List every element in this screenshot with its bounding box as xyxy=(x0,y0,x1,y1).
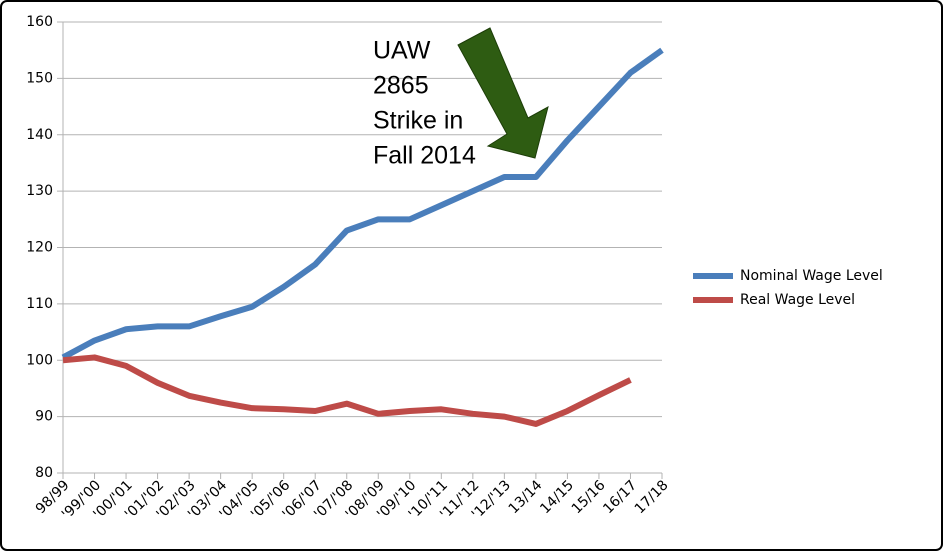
y-tick-label: 120 xyxy=(26,240,53,256)
y-tick-label: 80 xyxy=(35,465,53,481)
series-line xyxy=(62,354,632,427)
annotation-arrow xyxy=(457,27,549,159)
series-line xyxy=(61,47,664,361)
y-tick-label: 110 xyxy=(26,296,53,312)
y-tick-label: 100 xyxy=(26,352,53,368)
legend-label: Real Wage Level xyxy=(740,292,855,308)
marks xyxy=(61,47,664,427)
y-tick-label: 150 xyxy=(26,70,53,86)
y-tick-label: 130 xyxy=(26,183,53,199)
annotation: UAW xyxy=(373,37,431,65)
y-tick-label: 140 xyxy=(26,127,53,143)
annotation: Fall 2014 xyxy=(373,142,476,170)
legend-label: Nominal Wage Level xyxy=(740,268,883,284)
grid xyxy=(57,21,663,479)
annotation: 2865 xyxy=(373,72,429,100)
y-tick-label: 90 xyxy=(35,409,53,425)
annotation: Strike in xyxy=(373,107,463,135)
y-tick-label: 160 xyxy=(26,14,53,30)
